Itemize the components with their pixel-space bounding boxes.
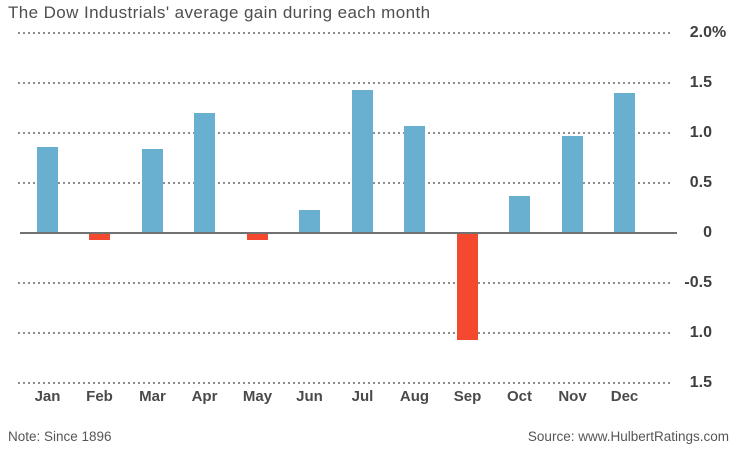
footer-note: Note: Since 1896 — [8, 429, 112, 444]
x-tick-label-may: May — [242, 388, 273, 405]
x-tick-label-aug: Aug — [399, 388, 430, 405]
gridline — [18, 82, 673, 84]
gridline — [18, 382, 673, 384]
y-tick-label: 1.0 — [689, 324, 712, 341]
bar-dec — [614, 93, 635, 233]
bar-oct — [509, 196, 530, 233]
footer-source: Source: www.HulbertRatings.com — [527, 429, 729, 444]
x-tick-label-jun: Jun — [296, 388, 323, 405]
y-tick-label: 0 — [703, 224, 712, 241]
chart-title: The Dow Industrials' average gain during… — [8, 3, 431, 22]
gridline — [18, 332, 673, 334]
bar-aug — [404, 126, 425, 233]
y-tick-label: 0.5 — [689, 174, 712, 191]
x-tick-label-feb: Feb — [86, 388, 113, 405]
x-tick-label-nov: Nov — [558, 388, 587, 405]
x-tick-label-dec: Dec — [610, 388, 639, 405]
bar-may — [247, 234, 268, 240]
bar-sep — [457, 234, 478, 340]
gridline — [18, 32, 673, 34]
x-tick-label-sep: Sep — [453, 388, 482, 405]
bar-jan — [37, 147, 58, 233]
bar-mar — [142, 149, 163, 233]
y-tick-label: 1.5 — [689, 74, 712, 91]
gridline — [18, 182, 673, 184]
x-tick-label-apr: Apr — [191, 388, 218, 405]
bar-feb — [89, 234, 110, 240]
y-tick-label: 1.0 — [689, 124, 712, 141]
bar-jun — [299, 210, 320, 233]
bar-jul — [352, 90, 373, 233]
bar-apr — [194, 113, 215, 233]
y-tick-label: 1.5 — [689, 374, 712, 391]
gridline — [18, 282, 673, 284]
x-tick-label-jul: Jul — [351, 388, 374, 405]
x-tick-label-oct: Oct — [506, 388, 532, 405]
zero-axis-line — [20, 232, 677, 234]
x-tick-label-jan: Jan — [34, 388, 61, 405]
y-unit-suffix: % — [712, 24, 727, 41]
bar-nov — [562, 136, 583, 233]
gridline — [18, 132, 673, 134]
y-tick-label: 2.0% — [650, 22, 726, 44]
y-tick-label: -0.5 — [684, 274, 712, 291]
x-tick-label-mar: Mar — [139, 388, 166, 405]
